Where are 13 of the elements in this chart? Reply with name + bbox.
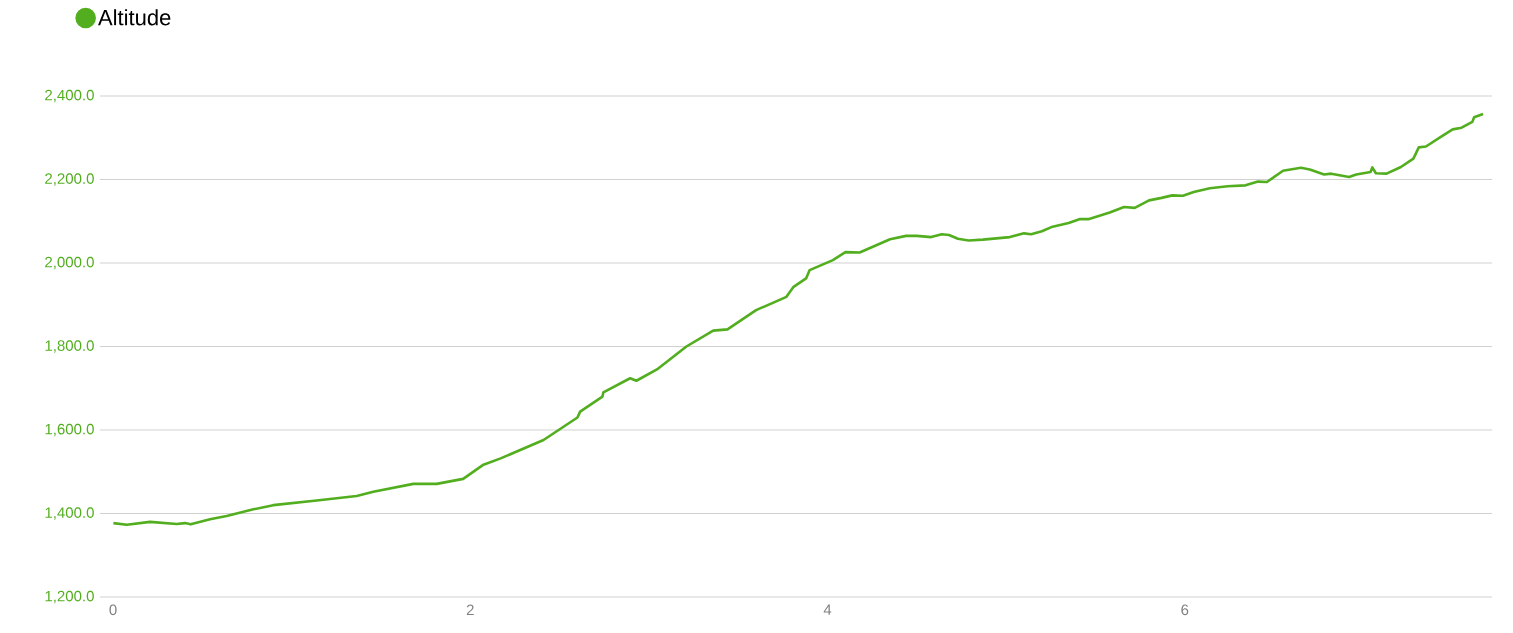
- y-tick-label: 1,200.0: [45, 590, 94, 604]
- y-tick-label: 2,200.0: [45, 173, 94, 186]
- x-tick-label: 2: [466, 604, 474, 616]
- x-tick-label: 0: [109, 604, 117, 616]
- y-tick-label: 1,600.0: [45, 423, 94, 437]
- y-tick-label: 2,400.0: [45, 89, 94, 103]
- x-tick-label: 4: [823, 604, 832, 615]
- y-tick-label: 1,400.0: [45, 507, 94, 520]
- y-tick-label: 1,800.0: [45, 340, 94, 353]
- legend-label: Altitude: [98, 9, 171, 26]
- line-series: [112, 112, 1485, 527]
- x-tick-label: 6: [1181, 604, 1189, 616]
- y-tick-label: 2,000.0: [45, 256, 94, 270]
